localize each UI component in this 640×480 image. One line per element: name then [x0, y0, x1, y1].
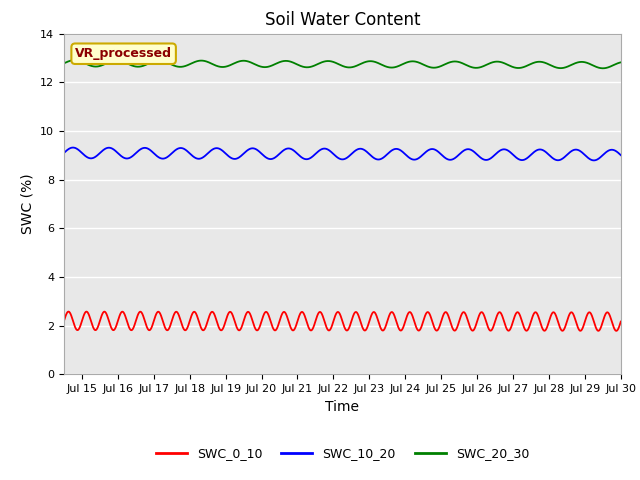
SWC_10_20	[394, 146, 402, 152]
Y-axis label: SWC (%): SWC (%)	[20, 174, 35, 234]
SWC_20_30	[60, 60, 68, 66]
SWC_20_30	[161, 59, 169, 65]
SWC_10_20	[161, 155, 169, 161]
SWC_0_10	[617, 319, 625, 324]
SWC_10_20	[617, 152, 625, 158]
SWC_0_10	[422, 311, 430, 316]
SWC_0_10	[161, 325, 169, 331]
SWC_20_30	[394, 63, 402, 69]
Line: SWC_0_10: SWC_0_10	[64, 312, 621, 331]
SWC_20_30	[70, 57, 78, 63]
SWC_20_30	[518, 65, 525, 71]
SWC_0_10	[612, 328, 620, 334]
Line: SWC_10_20: SWC_10_20	[64, 147, 621, 160]
SWC_10_20	[476, 154, 483, 160]
X-axis label: Time: Time	[325, 400, 360, 414]
SWC_10_20	[422, 149, 430, 155]
SWC_20_30	[617, 60, 625, 65]
SWC_10_20	[590, 157, 598, 163]
SWC_10_20	[273, 153, 281, 159]
SWC_20_30	[599, 65, 607, 71]
SWC_0_10	[476, 312, 483, 317]
SWC_0_10	[394, 324, 402, 329]
SWC_0_10	[273, 326, 281, 332]
SWC_0_10	[65, 309, 72, 314]
SWC_0_10	[60, 318, 68, 324]
SWC_10_20	[518, 157, 525, 163]
SWC_10_20	[60, 150, 68, 156]
SWC_0_10	[518, 318, 525, 324]
SWC_20_30	[422, 63, 430, 69]
SWC_20_30	[476, 65, 483, 71]
SWC_20_30	[273, 60, 281, 66]
Line: SWC_20_30: SWC_20_30	[64, 60, 621, 68]
Text: VR_processed: VR_processed	[75, 47, 172, 60]
SWC_10_20	[69, 144, 77, 150]
Title: Soil Water Content: Soil Water Content	[265, 11, 420, 29]
Legend: SWC_0_10, SWC_10_20, SWC_20_30: SWC_0_10, SWC_10_20, SWC_20_30	[150, 442, 534, 465]
